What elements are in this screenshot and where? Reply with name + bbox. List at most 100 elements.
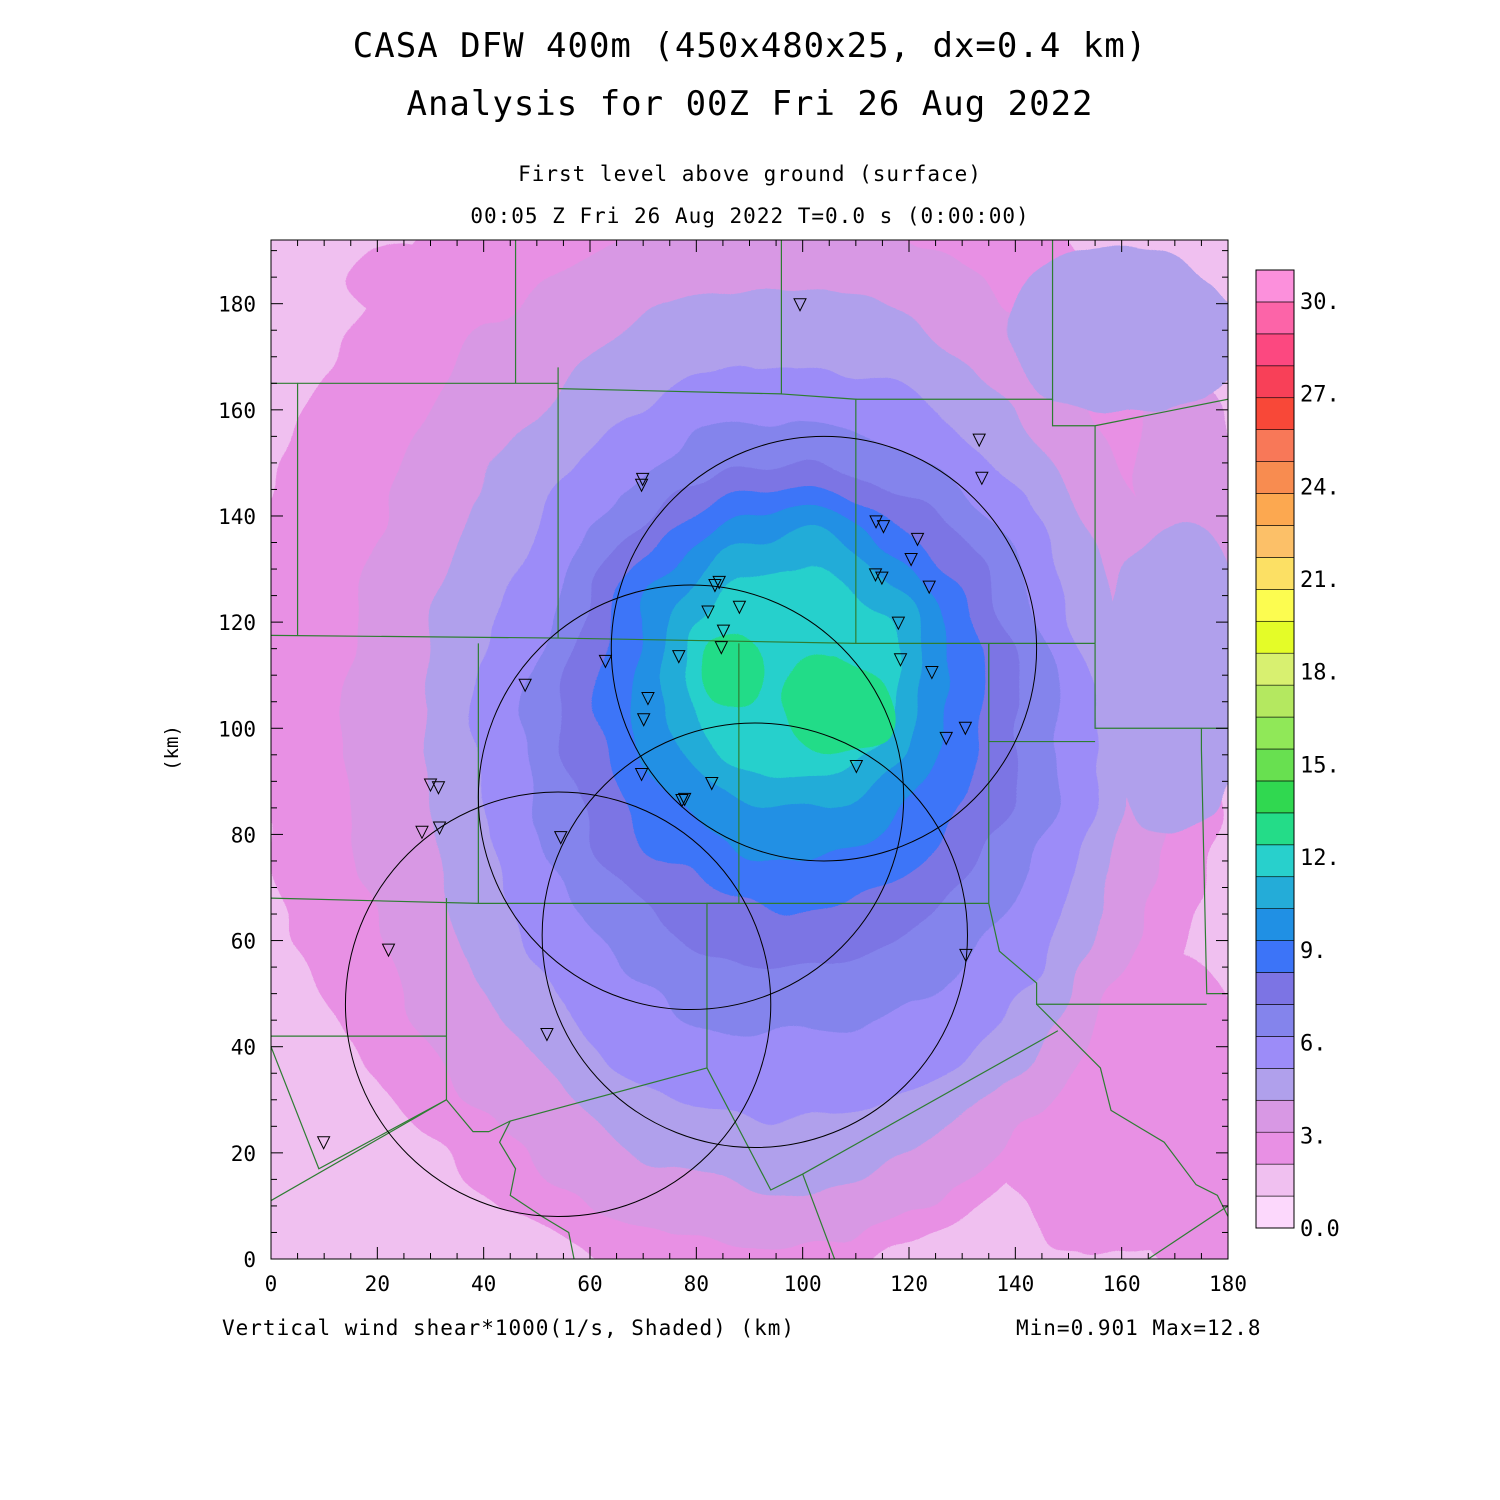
y-tick-label: 140 xyxy=(218,505,256,529)
y-tick-label: 20 xyxy=(231,1142,256,1166)
field-label: Vertical wind shear*1000(1/s, Shaded) (k… xyxy=(222,1316,796,1340)
county-line xyxy=(271,897,989,905)
station-marker xyxy=(958,721,973,736)
station-marker xyxy=(875,571,889,586)
station-marker xyxy=(423,778,438,793)
y-tick-label: 40 xyxy=(231,1036,256,1060)
colorbar-swatch xyxy=(1255,748,1295,782)
station-marker xyxy=(415,825,429,840)
x-tick-label: 160 xyxy=(1103,1272,1141,1296)
county-line xyxy=(271,1099,447,1202)
radar-range-rings xyxy=(344,435,1038,1218)
y-tick-label: 120 xyxy=(218,611,256,635)
colorbar-swatch xyxy=(1255,716,1295,750)
y-tick-label: 80 xyxy=(231,823,256,847)
y-tick-label: 180 xyxy=(218,293,256,317)
x-tick-label: 20 xyxy=(365,1272,390,1296)
county-line xyxy=(706,902,739,1068)
station-marker xyxy=(925,666,939,680)
station-marker xyxy=(793,298,807,312)
station-marker xyxy=(939,731,954,746)
colorbar-label: 12. xyxy=(1300,846,1340,871)
chart-title-line2: Analysis for 00Z Fri 26 Aug 2022 xyxy=(406,84,1094,124)
station-marker xyxy=(636,713,651,727)
chart-title-line1: CASA DFW 400m (450x480x25, dx=0.4 km) xyxy=(352,26,1148,66)
field-level-12 xyxy=(701,632,766,718)
colorbar-swatch xyxy=(1255,557,1295,590)
x-tick-label: 180 xyxy=(1209,1272,1247,1296)
radar-range-ring xyxy=(477,584,905,1011)
county-boundaries xyxy=(271,240,1228,1259)
colorbar-swatch xyxy=(1255,397,1295,430)
colorbar-swatch xyxy=(1255,908,1295,941)
colorbar-swatch xyxy=(1255,365,1295,399)
station-marker xyxy=(714,641,729,655)
station-marker xyxy=(432,821,447,836)
x-tick-label: 0 xyxy=(265,1272,278,1296)
station-marker xyxy=(910,532,925,547)
colorbar-label: 9. xyxy=(1300,939,1327,964)
y-axis-label: (km) xyxy=(161,725,183,771)
colorbar-swatch xyxy=(1255,812,1295,846)
colorbar-swatch xyxy=(1255,652,1295,686)
county-line xyxy=(1200,728,1228,995)
colorbar-swatch xyxy=(1255,844,1295,878)
radar-range-ring xyxy=(610,435,1038,862)
station-marker xyxy=(732,600,747,615)
colorbar-swatch xyxy=(1255,589,1295,622)
county-line xyxy=(802,1173,836,1259)
station-marker xyxy=(904,552,918,567)
station-marker xyxy=(869,515,883,529)
colorbar-swatch xyxy=(1255,1163,1295,1197)
county-line xyxy=(1094,643,1228,729)
minmax-label: Min=0.901 Max=12.8 xyxy=(1016,1316,1262,1340)
x-tick-label: 120 xyxy=(890,1272,928,1296)
colorbar-label: 24. xyxy=(1300,475,1340,500)
station-marker xyxy=(671,650,686,664)
x-tick-label: 140 xyxy=(996,1272,1034,1296)
station-marker xyxy=(975,471,989,486)
colorbar-swatch xyxy=(1255,1036,1295,1069)
axes: 0 20 40 60 80 100 120 140 160 180 0 20 40 60 80 100 120 1… xyxy=(161,240,1247,1296)
colorbar-label: 27. xyxy=(1300,383,1340,408)
level-label: First level above ground (surface) xyxy=(518,162,982,186)
field-level-2 xyxy=(350,245,458,309)
time-label: 00:05 Z Fri 26 Aug 2022 T=0.0 s (0:00:00… xyxy=(470,204,1030,228)
colorbar-label: 18. xyxy=(1300,661,1340,686)
colorbar-swatch xyxy=(1255,429,1295,462)
station-marker xyxy=(701,605,715,620)
x-tick-label: 80 xyxy=(684,1272,709,1296)
radar-range-ring xyxy=(344,791,772,1218)
station-marker xyxy=(972,433,986,448)
station-marker xyxy=(849,759,864,774)
county-line xyxy=(1036,1003,1228,1217)
colorbar-swatch xyxy=(1255,493,1295,526)
radar-range-ring xyxy=(541,722,968,1149)
station-marker xyxy=(868,568,883,583)
colorbar: 0.0 3. 6. 9. 12. 15. 18. 21. 24. 27. 30. xyxy=(1255,269,1340,1242)
county-line xyxy=(488,1030,1059,1191)
station-marker xyxy=(540,1028,554,1042)
county-line xyxy=(498,1120,575,1259)
station-marker xyxy=(634,767,649,782)
station-marker xyxy=(876,520,891,534)
station-marker xyxy=(381,943,396,958)
colorbar-swatch xyxy=(1255,940,1295,973)
field-level-4 xyxy=(1100,516,1228,835)
colorbar-swatch xyxy=(1255,333,1295,367)
colorbar-swatch xyxy=(1255,876,1295,909)
colorbar-label: 6. xyxy=(1300,1032,1327,1057)
station-marker xyxy=(518,678,532,693)
station-marker xyxy=(959,948,973,963)
station-marker xyxy=(675,793,689,808)
x-tick-label: 60 xyxy=(577,1272,602,1296)
colorbar-label: 0.0 xyxy=(1300,1217,1340,1242)
colorbar-label: 30. xyxy=(1300,290,1340,315)
station-marker xyxy=(704,776,719,791)
station-marker xyxy=(641,692,655,706)
y-tick-label: 160 xyxy=(218,399,256,423)
colorbar-swatch xyxy=(1255,1131,1295,1165)
station-markers xyxy=(316,298,989,1150)
colorbar-label: 21. xyxy=(1300,568,1340,593)
